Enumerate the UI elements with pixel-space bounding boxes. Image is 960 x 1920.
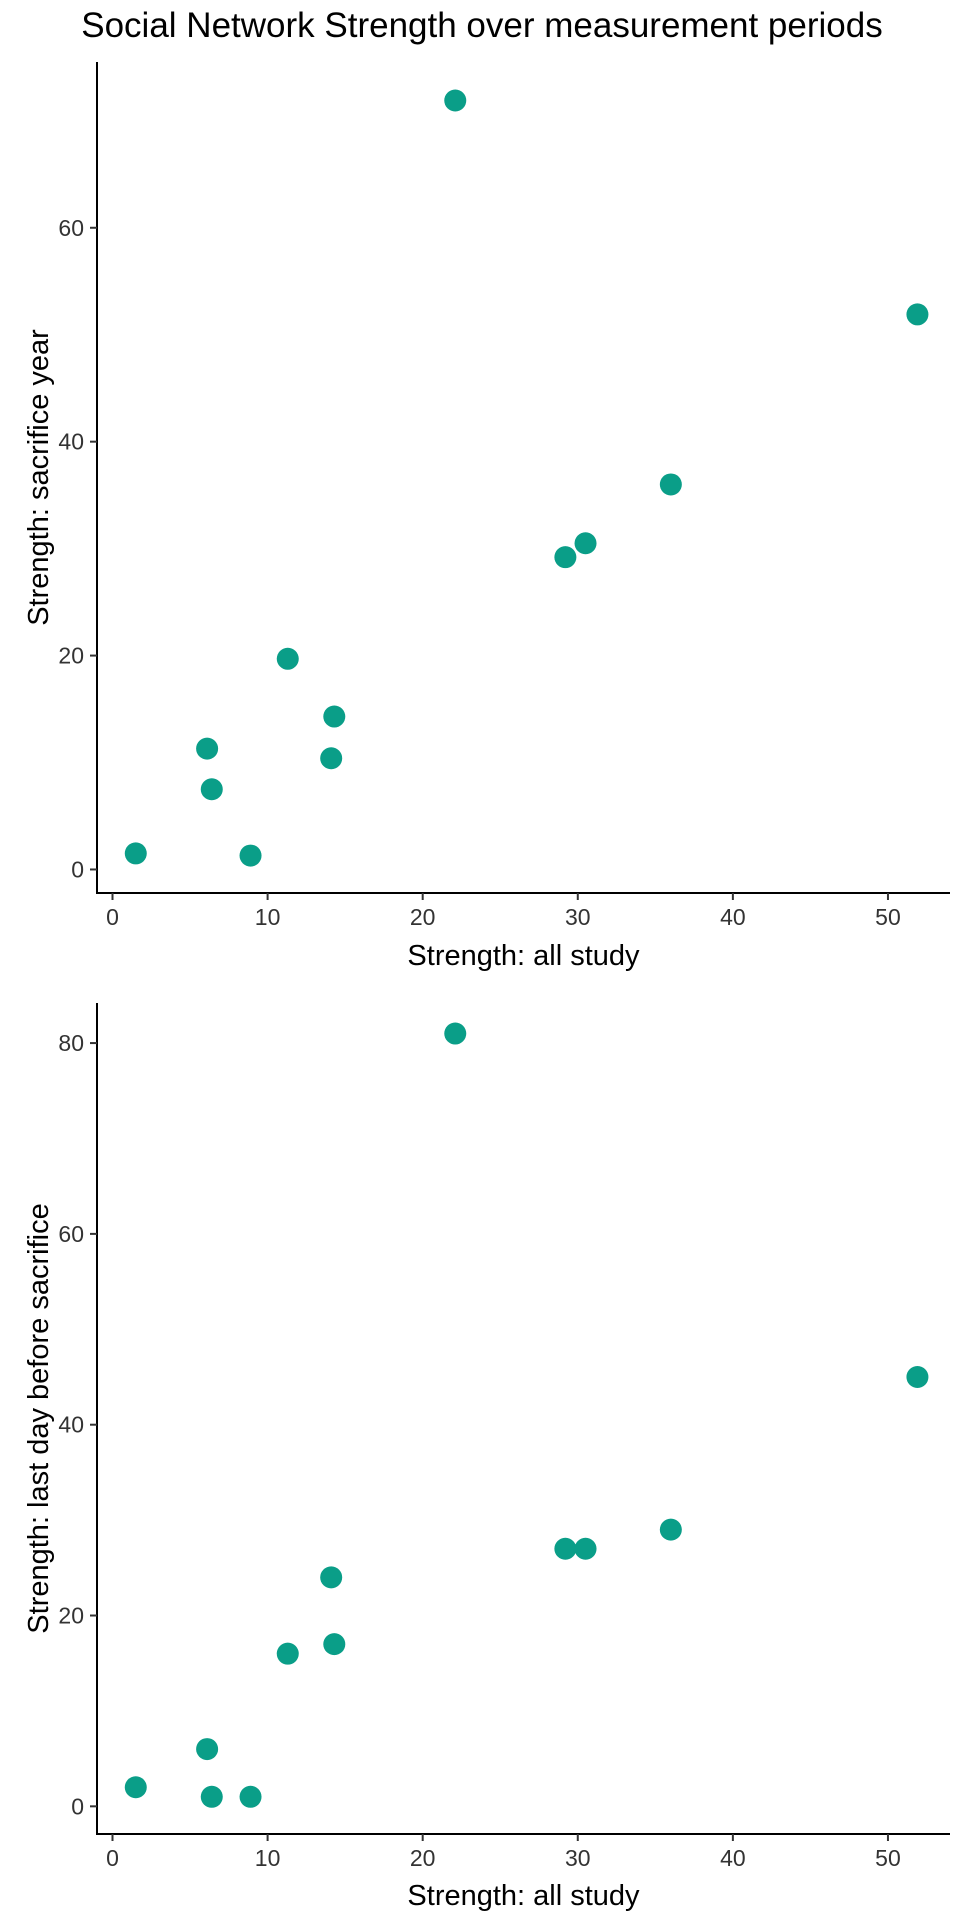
x-ticks-top: 0 10 20 30 40 50 [106, 893, 901, 930]
x-tick-label-top: 20 [410, 904, 436, 930]
axis-lines-bottom [96, 1003, 950, 1835]
y-tick-label-top: 60 [58, 215, 84, 241]
scatter-point-bottom [276, 1642, 299, 1665]
x-tick-label-top: 50 [875, 904, 901, 930]
scatter-point-bottom [554, 1537, 577, 1560]
axis-lines-top [96, 62, 950, 894]
x-axis-label-bottom: Strength: all study [407, 1880, 640, 1912]
y-tick-label-bottom: 20 [58, 1603, 84, 1629]
scatter-point-bottom [196, 1738, 219, 1761]
scatter-point-bottom [444, 1022, 467, 1045]
y-tick-label-bottom: 80 [58, 1030, 84, 1056]
scatter-point-top [276, 647, 299, 670]
y-ticks-top: 0 20 40 60 [58, 215, 97, 882]
y-axis-label-top: Strength: sacrifice year [23, 329, 55, 626]
scatter-point-bottom [323, 1633, 346, 1656]
scatter-point-top [200, 778, 223, 801]
x-tick-label-top: 40 [720, 904, 746, 930]
scatter-point-bottom [239, 1785, 262, 1808]
scatter-point-top [320, 747, 343, 770]
points-top [124, 89, 929, 867]
scatter-point-top [239, 844, 262, 867]
scatter-point-top [906, 303, 929, 326]
y-axis-label-bottom: Strength: last day before sacrifice [23, 1203, 55, 1633]
y-tick-label-top: 40 [58, 429, 84, 455]
scatter-point-top [554, 546, 577, 569]
scatter-point-bottom [659, 1518, 682, 1541]
scatter-point-bottom [320, 1566, 343, 1589]
points-bottom [124, 1022, 929, 1808]
scatter-point-top [196, 737, 219, 760]
y-tick-label-bottom: 0 [71, 1793, 84, 1819]
x-tick-label-top: 10 [255, 904, 281, 930]
scatter-point-bottom [906, 1365, 929, 1388]
x-axis-label-top: Strength: all study [407, 940, 640, 972]
x-tick-label-bottom: 0 [106, 1845, 119, 1871]
scatter-point-bottom [124, 1776, 147, 1799]
x-tick-label-top: 30 [565, 904, 591, 930]
scatter-point-top [124, 842, 147, 865]
scatter-point-bottom [200, 1785, 223, 1808]
x-tick-label-bottom: 30 [565, 1845, 591, 1871]
x-tick-label-top: 0 [106, 904, 119, 930]
x-tick-label-bottom: 20 [410, 1845, 436, 1871]
scatter-point-top [444, 89, 467, 112]
x-tick-label-bottom: 40 [720, 1845, 746, 1871]
scatter-point-top [574, 532, 597, 555]
scatter-panel-bottom: 0 10 20 30 40 50 0 20 40 60 80 Strength: all stud… [23, 1003, 950, 1912]
y-tick-label-bottom: 40 [58, 1412, 84, 1438]
chart-title: Social Network Strength over measurement… [81, 6, 882, 45]
scatter-point-top [323, 705, 346, 728]
y-tick-label-bottom: 60 [58, 1221, 84, 1247]
y-tick-label-top: 0 [71, 856, 84, 882]
x-tick-label-bottom: 50 [875, 1845, 901, 1871]
scatter-point-bottom [574, 1537, 597, 1560]
y-ticks-bottom: 0 20 40 60 80 [58, 1030, 97, 1819]
x-ticks-bottom: 0 10 20 30 40 50 [106, 1834, 901, 1871]
x-tick-label-bottom: 10 [255, 1845, 281, 1871]
scatter-point-top [659, 473, 682, 496]
y-tick-label-top: 20 [58, 643, 84, 669]
